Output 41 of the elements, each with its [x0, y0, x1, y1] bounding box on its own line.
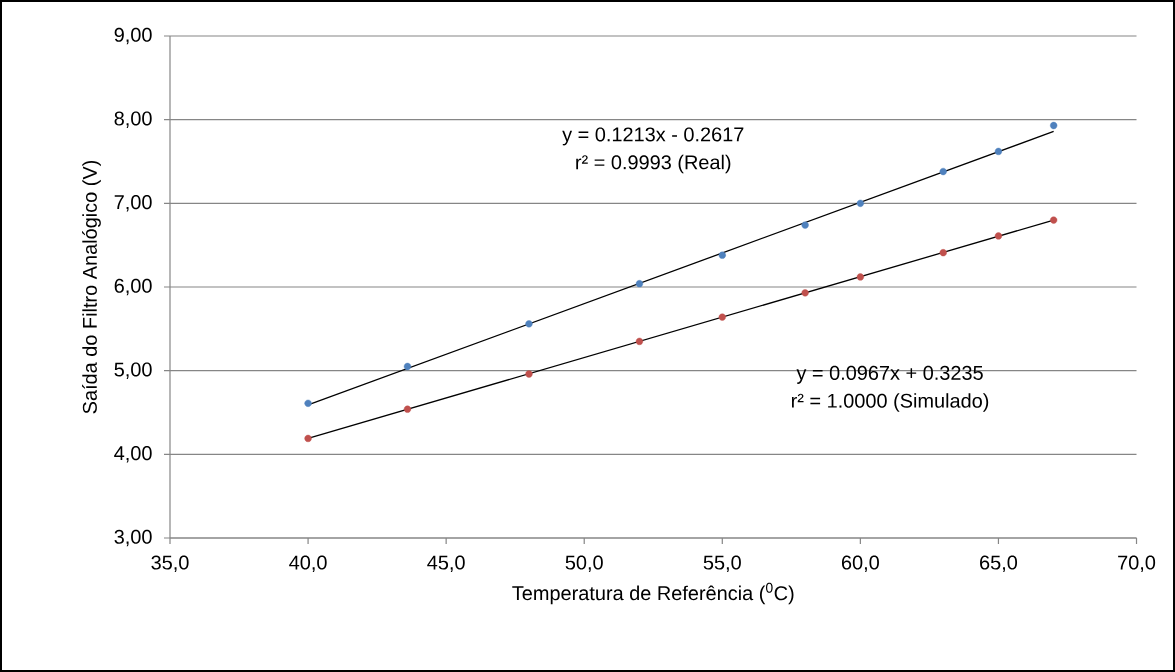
y-tick-label: 7,00 [114, 195, 152, 212]
x-axis-title: Temperatura de Referência ($^{0}$C) [512, 582, 794, 605]
point [403, 362, 412, 371]
x-tick-label: 55,0 [703, 555, 741, 572]
point [1050, 216, 1058, 224]
y-tick-label: 5,00 [114, 362, 152, 379]
point [403, 405, 412, 413]
x-tick-label: 45,0 [427, 555, 465, 572]
y-tick-label: 3,00 [114, 529, 152, 547]
annotation: r² = 0.9993 (Real) [576, 154, 731, 174]
point [718, 251, 726, 259]
x-tick-label: 70,0 [1118, 555, 1156, 572]
point [856, 199, 864, 207]
point [939, 167, 947, 176]
y-tick-label: 9,00 [114, 27, 152, 45]
point [856, 273, 864, 281]
y-tick-label: 6,00 [114, 278, 152, 296]
x-tick-label: 60,0 [841, 555, 879, 572]
annotation: y = 0.1213x - 0.2617 [562, 127, 744, 146]
point [635, 280, 644, 288]
point [994, 232, 1003, 240]
point [304, 399, 312, 407]
x-tick-label: 65,0 [980, 555, 1018, 572]
x-tick-label: 35,0 [151, 555, 189, 572]
point [304, 434, 312, 443]
point [939, 249, 947, 257]
x-tick-label: 40,0 [289, 555, 327, 572]
point [718, 313, 726, 321]
annotation: r² = 1.0000 (Simulado) [791, 393, 989, 412]
x-tick-label: 50,0 [565, 555, 603, 572]
point [801, 221, 809, 229]
point [994, 147, 1003, 156]
y-tick-label: 8,00 [114, 111, 152, 128]
point [525, 320, 533, 328]
point [525, 370, 533, 378]
y-tick-label: 4,00 [114, 446, 152, 463]
point [635, 337, 644, 345]
point [801, 289, 809, 297]
annotation: y = 0.0967x + 0.3235 [796, 365, 983, 384]
point [1050, 121, 1058, 130]
y-axis-title: Saída do Filtro Analógico (V) [82, 160, 101, 414]
